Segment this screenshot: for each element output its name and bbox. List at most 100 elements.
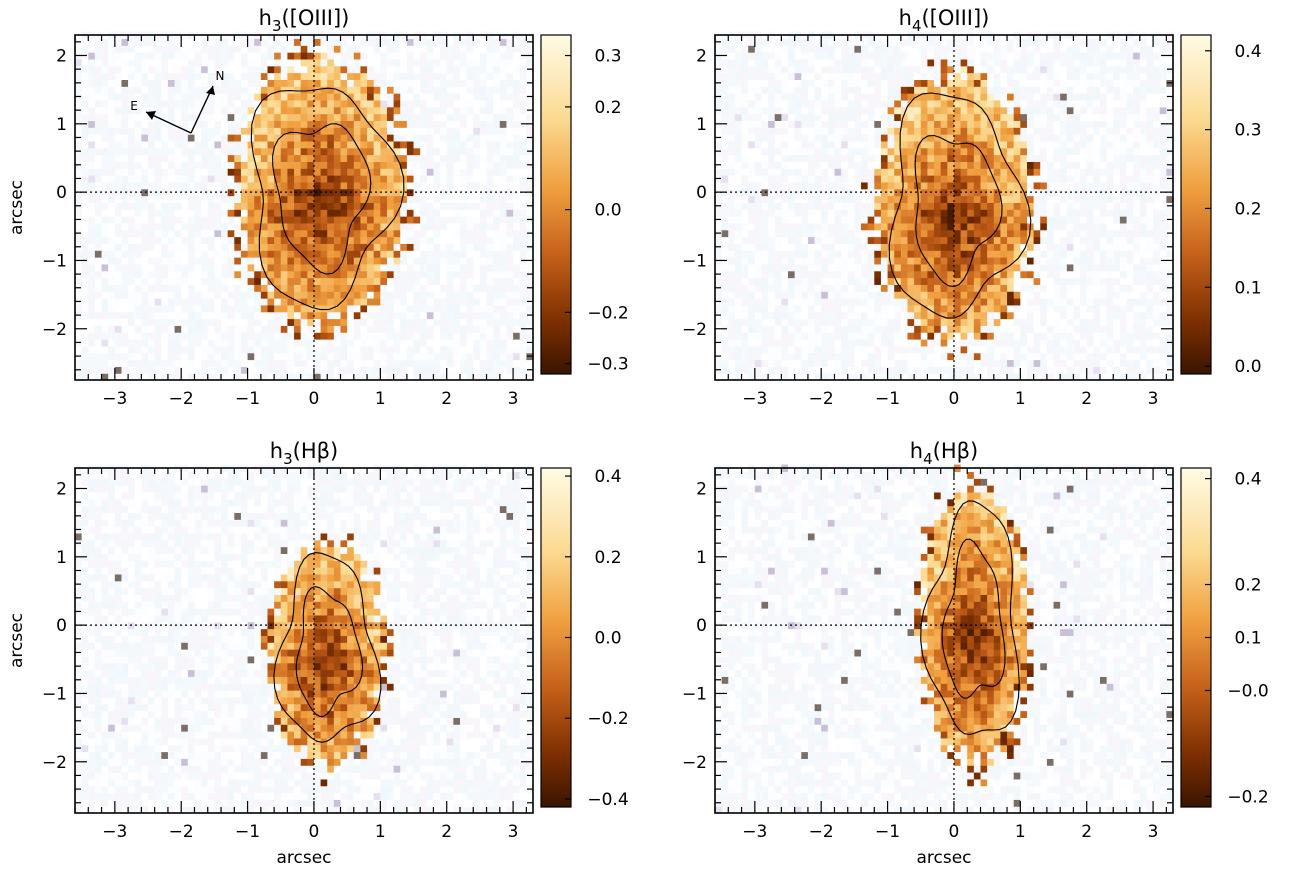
- heatmap-cell: [221, 325, 229, 333]
- heatmap-cell: [847, 339, 855, 347]
- heatmap-cell: [493, 93, 501, 101]
- heatmap-cell: [327, 154, 335, 162]
- heatmap-cell: [247, 250, 255, 258]
- heatmap-cell: [333, 45, 342, 53]
- heatmap-cell: [781, 181, 789, 190]
- heatmap-cell: [101, 229, 109, 238]
- heatmap-cell: [174, 222, 182, 231]
- heatmap-cell: [207, 318, 215, 326]
- heatmap-cell: [827, 113, 836, 121]
- heatmap-cell: [841, 161, 849, 169]
- heatmap-cell: [386, 359, 395, 367]
- heatmap-cell: [506, 38, 514, 46]
- heatmap-cell: [788, 257, 796, 265]
- heatmap-cell: [227, 366, 235, 374]
- heatmap-cell: [214, 311, 222, 320]
- heatmap-cell: [393, 58, 401, 67]
- heatmap-cell: [506, 325, 514, 333]
- heatmap-cell: [148, 99, 156, 108]
- heatmap-cell: [134, 209, 142, 217]
- heatmap-cell: [333, 188, 342, 197]
- heatmap-cell: [728, 304, 736, 313]
- heatmap-cell: [513, 359, 521, 367]
- heatmap-cell: [459, 106, 468, 115]
- heatmap-cell: [367, 147, 375, 156]
- heatmap-cell: [734, 58, 743, 67]
- heatmap-cell: [313, 154, 322, 162]
- heatmap-cell: [307, 93, 315, 101]
- heatmap-cell: [194, 373, 202, 381]
- heatmap-cell: [141, 113, 149, 121]
- heatmap-cell: [526, 140, 534, 149]
- heatmap-cell: [453, 99, 461, 108]
- heatmap-cell: [101, 140, 109, 149]
- heatmap-cell: [874, 216, 882, 224]
- heatmap-cell: [320, 366, 328, 374]
- heatmap-cell: [207, 263, 215, 272]
- heatmap-cell: [728, 99, 736, 108]
- heatmap-cell: [360, 318, 368, 326]
- heatmap-cell: [861, 339, 869, 347]
- heatmap-cell: [754, 127, 763, 135]
- heatmap-cell: [274, 79, 282, 87]
- heatmap-cell: [526, 222, 534, 231]
- heatmap-cell: [221, 352, 229, 361]
- heatmap-cell: [101, 332, 109, 340]
- heatmap-cell: [781, 270, 789, 279]
- heatmap-cell: [867, 99, 875, 108]
- heatmap-cell: [827, 345, 836, 354]
- heatmap-cell: [240, 277, 249, 285]
- heatmap-cell: [413, 352, 421, 361]
- heatmap-cell: [128, 195, 136, 203]
- heatmap-cell: [479, 236, 488, 244]
- heatmap-cell: [161, 270, 169, 279]
- heatmap-cell: [221, 332, 229, 340]
- heatmap-cell: [254, 86, 262, 94]
- heatmap-cell: [161, 291, 169, 299]
- heatmap-cell: [101, 106, 109, 115]
- heatmap-cell: [406, 257, 415, 265]
- heatmap-cell: [161, 93, 169, 101]
- heatmap-cell: [834, 202, 842, 210]
- heatmap-cell: [453, 168, 461, 176]
- heatmap-cell: [194, 106, 202, 115]
- heatmap-cell: [108, 93, 116, 101]
- heatmap-cell: [440, 291, 448, 299]
- heatmap-cell: [320, 72, 328, 80]
- heatmap-cell: [280, 298, 289, 306]
- heatmap-cell: [360, 58, 368, 67]
- heatmap-cell: [207, 175, 215, 183]
- heatmap-cell: [479, 243, 488, 251]
- heatmap-cell: [201, 291, 209, 299]
- heatmap-cell: [788, 58, 796, 67]
- contour-line: [272, 123, 372, 275]
- heatmap-cell: [320, 325, 328, 333]
- heatmap-cell: [774, 113, 782, 121]
- heatmap-cell: [513, 127, 521, 135]
- heatmap-cell: [307, 298, 315, 306]
- heatmap-cell: [280, 120, 289, 128]
- heatmap-cell: [386, 99, 395, 108]
- heatmap-cell: [128, 291, 136, 299]
- heatmap-cell: [479, 195, 488, 203]
- heatmap-cell: [867, 161, 875, 169]
- heatmap-cell: [174, 93, 182, 101]
- heatmap-cell: [393, 270, 401, 279]
- heatmap-cell: [201, 298, 209, 306]
- heatmap-cell: [459, 113, 468, 121]
- heatmap-cell: [880, 263, 889, 272]
- heatmap-cell: [854, 93, 862, 101]
- heatmap-cell: [774, 222, 782, 231]
- heatmap-cell: [420, 243, 428, 251]
- heatmap-cell: [221, 339, 229, 347]
- heatmap-cell: [287, 366, 295, 374]
- heatmap-cell: [148, 311, 156, 320]
- heatmap-cell: [466, 270, 474, 279]
- heatmap-cell: [280, 45, 289, 53]
- heatmap-cell: [214, 65, 222, 74]
- heatmap-cell: [774, 86, 782, 94]
- heatmap-cell: [734, 373, 743, 381]
- heatmap-cell: [721, 181, 729, 190]
- heatmap-cell: [161, 188, 169, 197]
- heatmap-cell: [499, 106, 508, 115]
